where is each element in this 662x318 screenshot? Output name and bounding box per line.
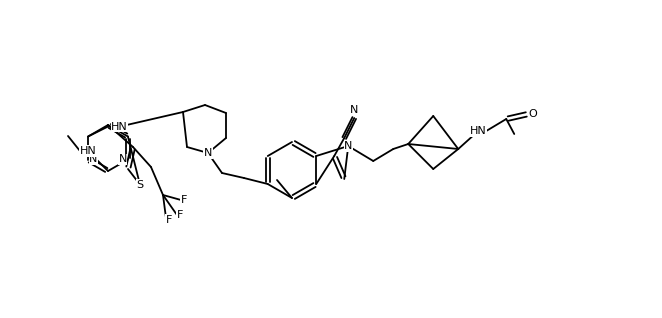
Text: N: N (344, 141, 352, 151)
Text: N: N (118, 155, 127, 164)
Text: F: F (181, 195, 187, 205)
Text: HN: HN (470, 126, 487, 136)
Text: S: S (136, 179, 144, 190)
Text: F: F (177, 210, 183, 220)
Text: F: F (166, 215, 172, 225)
Text: N: N (204, 148, 213, 158)
Text: HN: HN (79, 146, 97, 156)
Text: HN: HN (111, 121, 128, 132)
Text: N: N (89, 155, 97, 164)
Text: N: N (350, 105, 358, 115)
Text: O: O (529, 109, 538, 119)
